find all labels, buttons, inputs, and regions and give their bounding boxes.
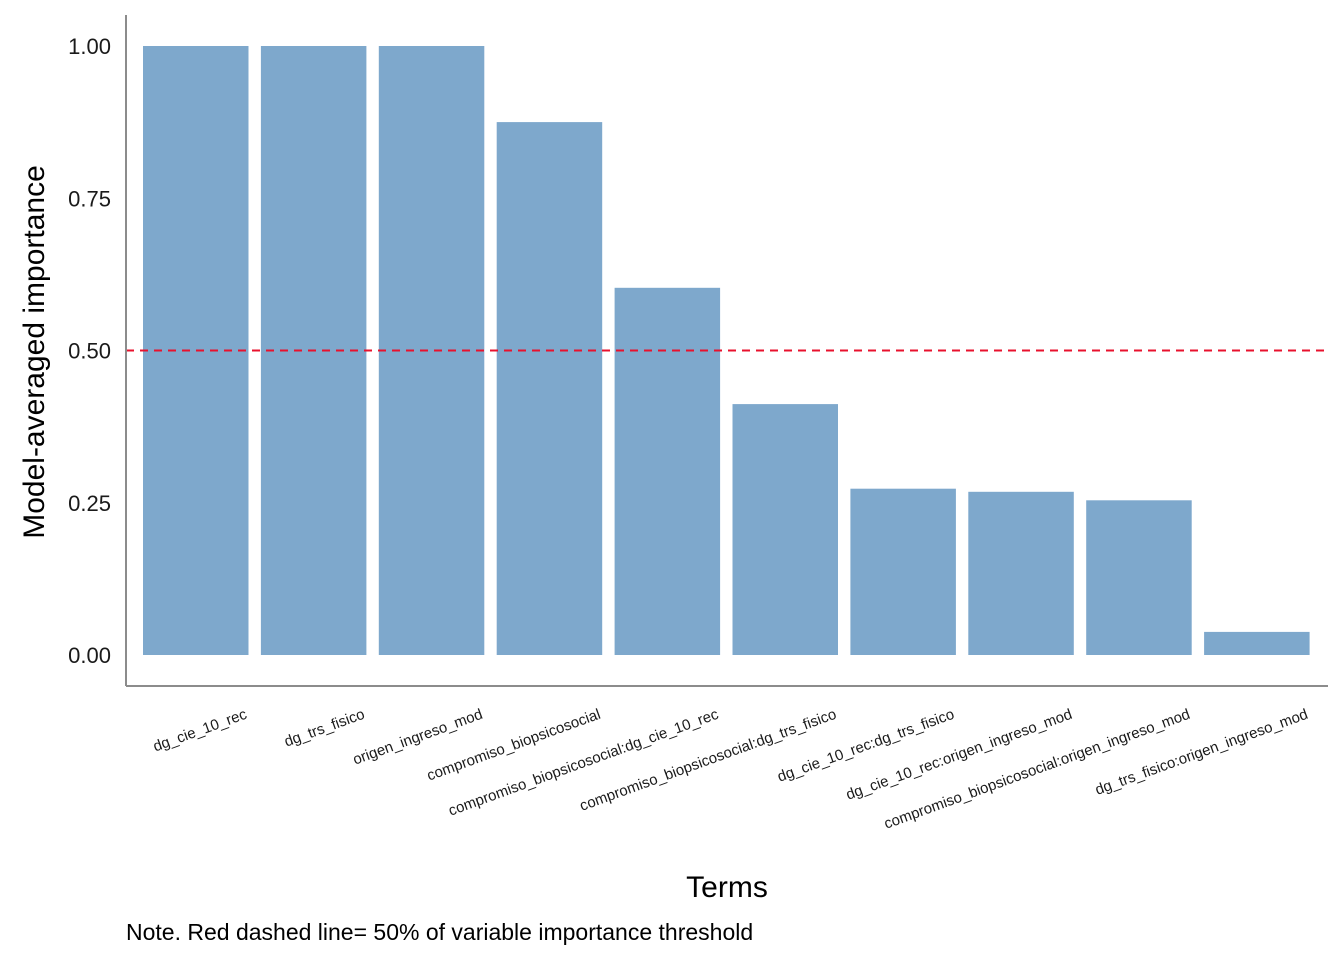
y-tick-label: 0.00 <box>68 643 111 668</box>
bar-3 <box>496 122 603 656</box>
x-tick-labels: dg_cie_10_rec dg_trs_fisicoorigen_ingreso… <box>151 706 1310 833</box>
chart-note: Note. Red dashed line= 50% of variable i… <box>126 919 753 945</box>
x-tick-label: dg_cie_10_rec <box>151 706 250 756</box>
x-axis-title: Terms <box>686 871 768 904</box>
bars-group <box>143 46 1310 656</box>
bar-9 <box>1204 631 1310 655</box>
y-tick-label: 0.50 <box>68 339 111 364</box>
x-tick-label: dg_trs_fisico <box>282 706 367 751</box>
y-tick-label: 1.00 <box>68 34 111 59</box>
y-tick-labels: 0.00 0.25 0.50 0.75 1.00 <box>68 34 111 668</box>
y-axis-title: Model-averaged importance <box>18 165 51 539</box>
bar-7 <box>968 491 1074 655</box>
bar-8 <box>1086 500 1192 655</box>
bar-6 <box>850 488 956 655</box>
y-tick-label: 0.25 <box>68 491 111 516</box>
y-tick-label: 0.75 <box>68 186 111 211</box>
axes-group <box>125 15 1328 687</box>
bar-4 <box>614 287 721 655</box>
x-tick-label: dg_trs_fisico:origen_ingreso_mod <box>1093 706 1310 799</box>
bar-5 <box>732 404 838 655</box>
